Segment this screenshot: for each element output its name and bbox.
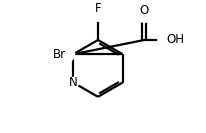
Circle shape	[140, 13, 149, 22]
Circle shape	[94, 12, 102, 21]
Circle shape	[68, 77, 78, 88]
Circle shape	[59, 46, 75, 62]
Text: Br: Br	[52, 48, 66, 61]
Text: OH: OH	[166, 34, 184, 46]
Text: N: N	[69, 76, 78, 89]
Circle shape	[158, 33, 172, 47]
Text: F: F	[95, 2, 101, 15]
Text: O: O	[140, 4, 149, 17]
